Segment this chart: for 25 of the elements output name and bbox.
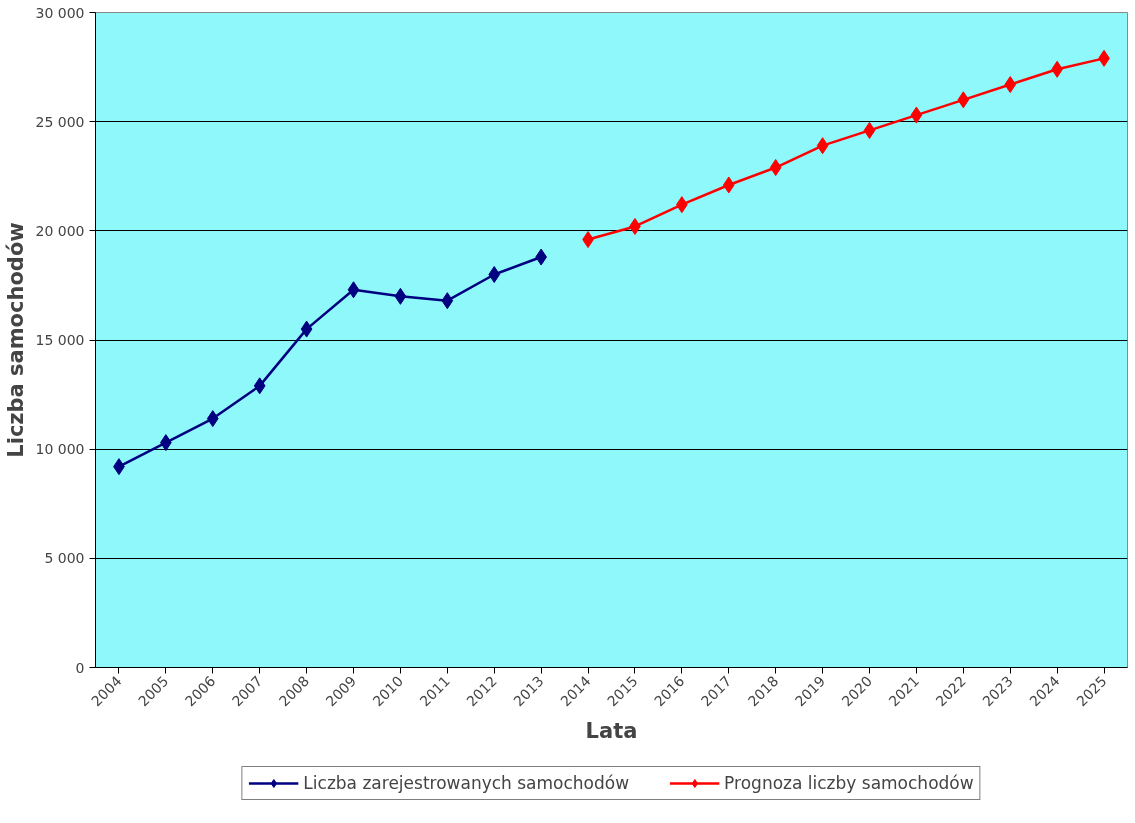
point [957,91,970,109]
point [1004,76,1017,94]
point [488,266,501,283]
point [910,106,923,124]
y-tick-label: 20 000 [35,222,85,239]
point [206,410,219,428]
point [769,159,782,177]
point [816,137,829,155]
y-tick-label: 5 000 [44,550,85,567]
point [300,320,313,338]
legend-label: Prognoza liczby samochodów [724,772,974,793]
point [394,287,407,305]
y-tick-label: 0 [75,659,85,676]
point [441,292,454,310]
point [863,121,876,139]
x-axis-title: Lata [585,718,638,743]
y-tick-label: 15 000 [35,332,85,348]
point [253,377,266,395]
point [347,281,360,299]
point [722,176,735,194]
y-tick-label: 30 000 [35,4,85,21]
legend-label: Liczba zarejestrowanych samochodów [303,772,630,793]
y-tick-label: 25 000 [35,113,85,130]
y-tick-label: 10 000 [35,441,85,458]
y-axis-title: Liczba samochodów [3,222,28,458]
